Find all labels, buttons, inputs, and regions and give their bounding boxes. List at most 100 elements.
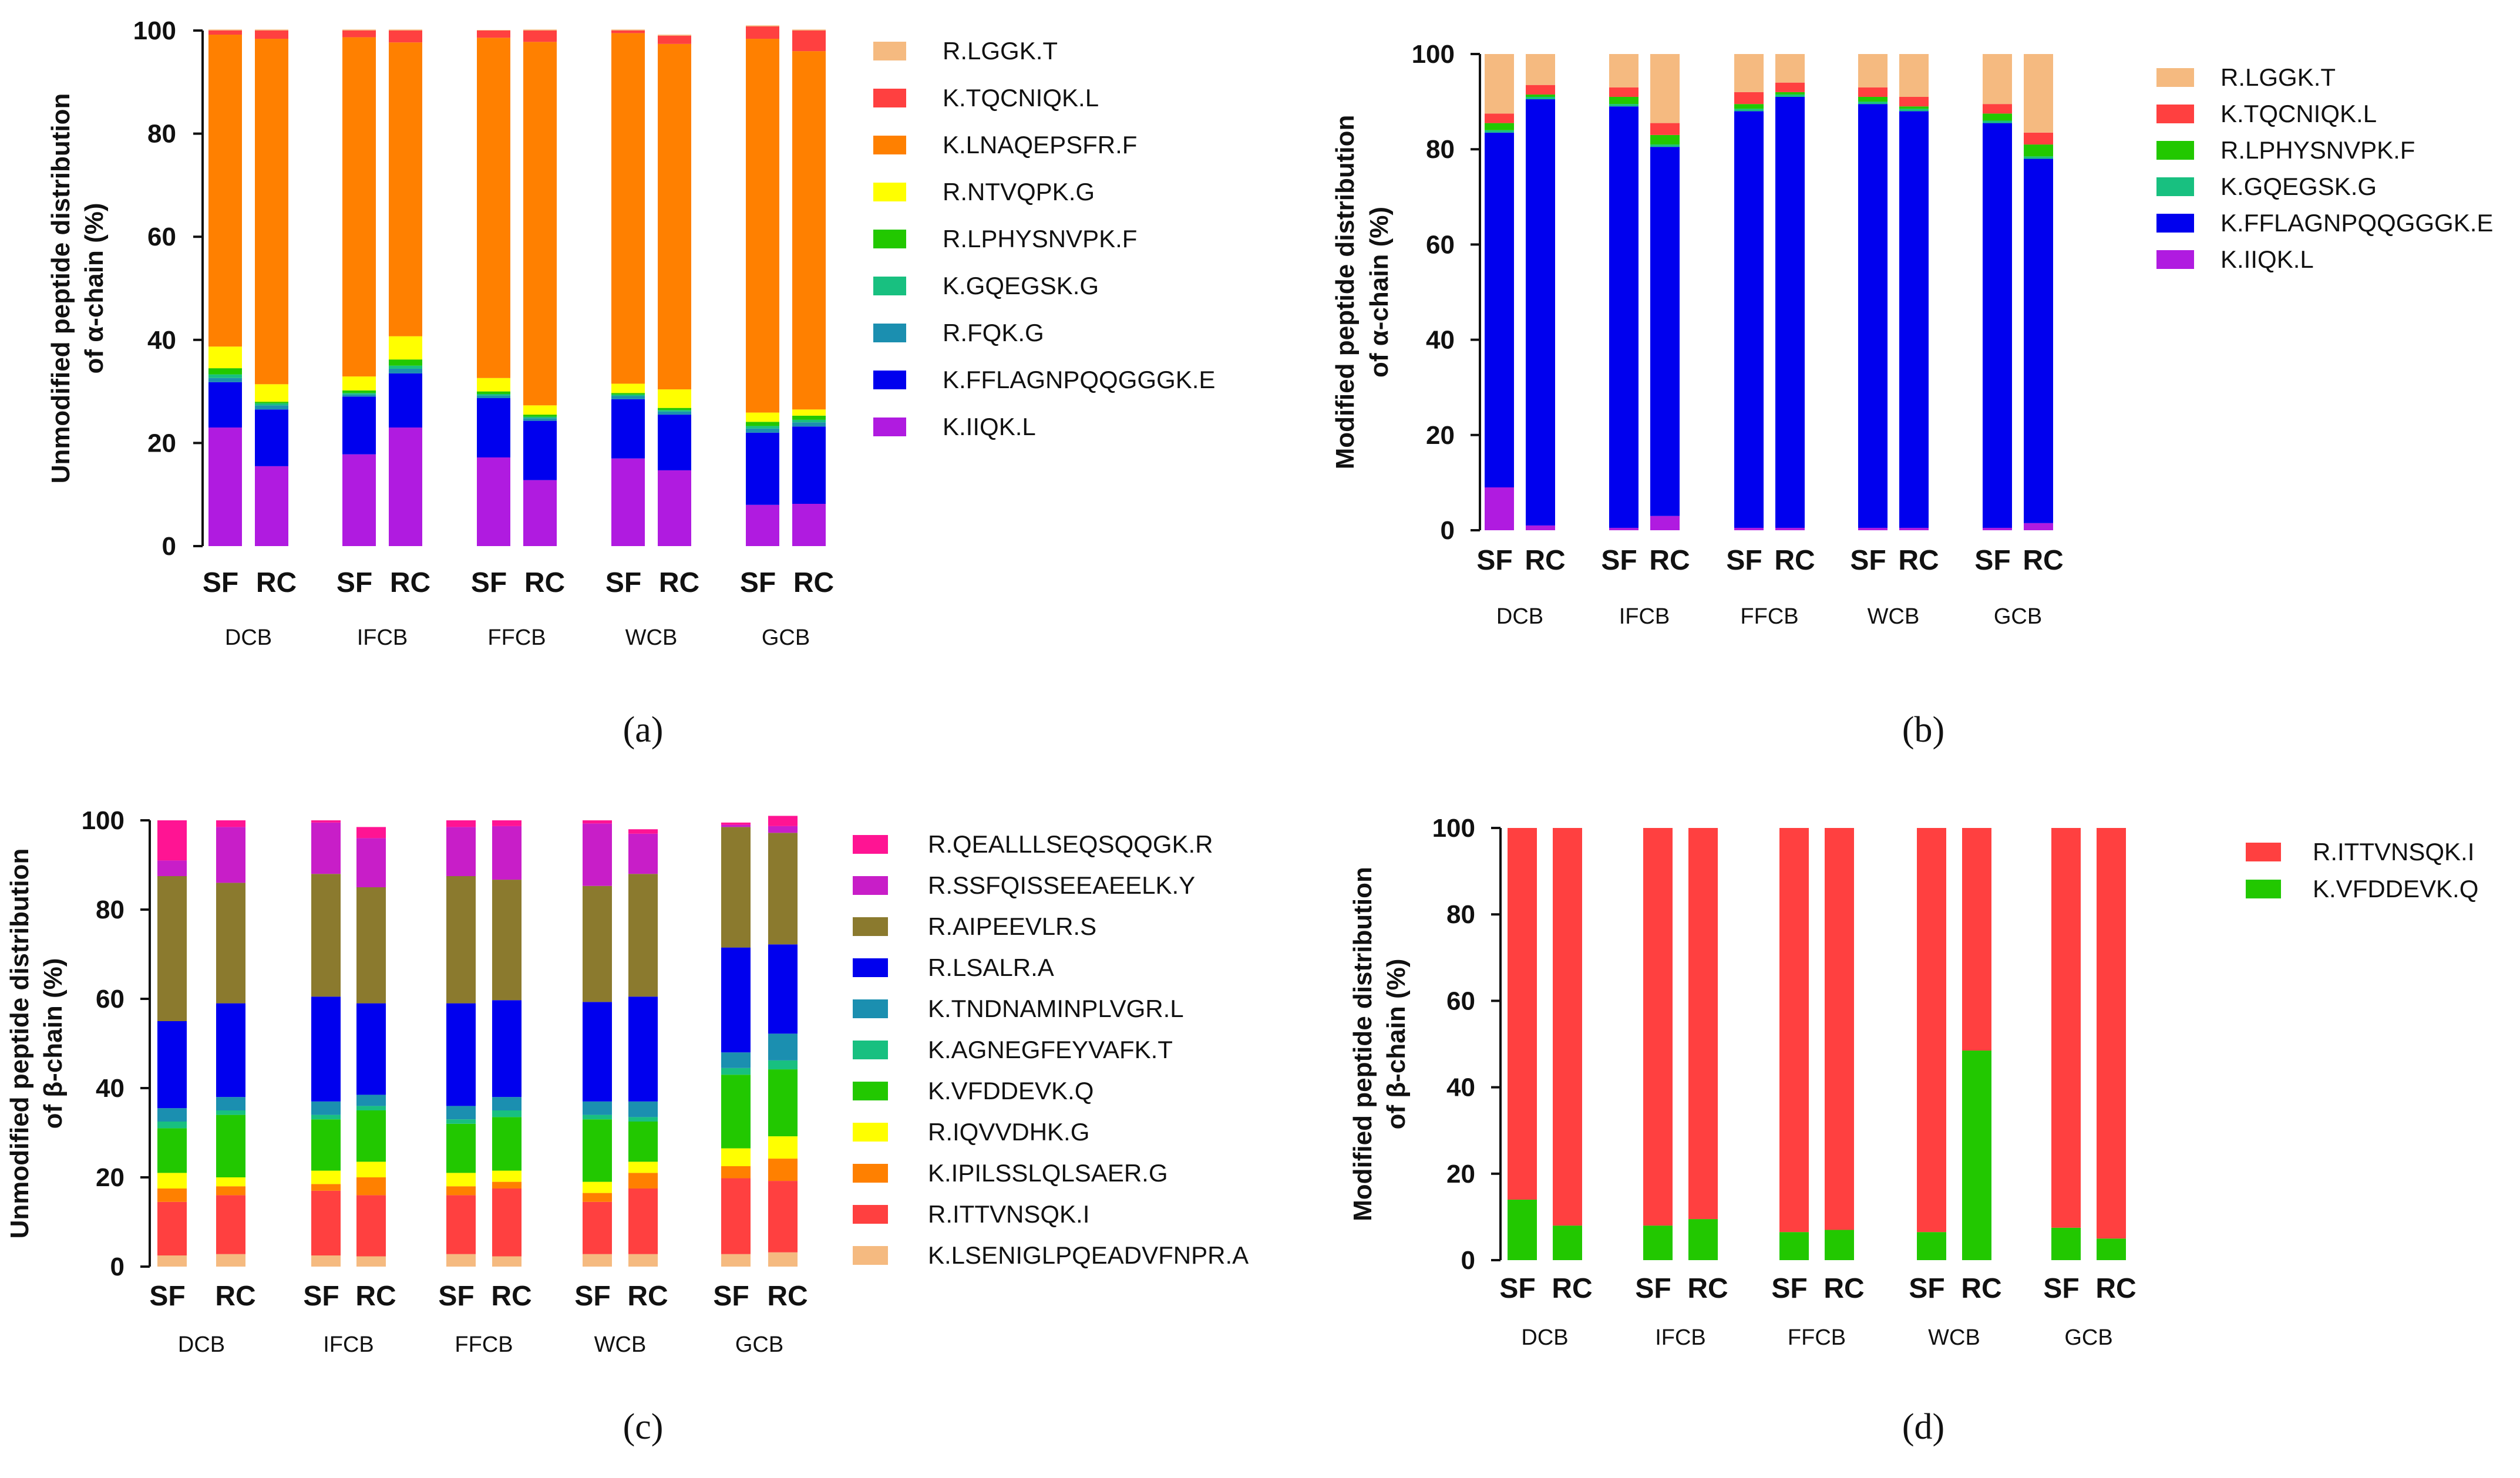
bar-segment bbox=[255, 29, 288, 31]
legend-swatch bbox=[873, 230, 906, 248]
bar-segment bbox=[356, 827, 386, 839]
bar-category-label: SF bbox=[149, 1281, 185, 1312]
bar-segment bbox=[311, 1119, 341, 1171]
bar-segment bbox=[389, 365, 422, 369]
y-tick-label: 60 bbox=[1446, 987, 1475, 1015]
bar-segment bbox=[208, 427, 242, 546]
bar-segment bbox=[768, 1159, 798, 1181]
bar-segment bbox=[216, 1195, 245, 1254]
bar-segment bbox=[356, 887, 386, 1004]
bar-segment bbox=[1858, 96, 1888, 102]
group-label: DCB bbox=[225, 625, 272, 650]
group-label: FFCB bbox=[455, 1332, 513, 1357]
bar-segment bbox=[216, 1186, 245, 1196]
bar-segment bbox=[583, 820, 612, 824]
y-axis-label: Modified peptide distribution bbox=[1348, 867, 1377, 1221]
bar-segment bbox=[611, 396, 645, 399]
bar-segment bbox=[1899, 106, 1929, 109]
bar-segment bbox=[658, 410, 691, 412]
bar-segment bbox=[721, 1075, 751, 1149]
y-axis-label: Unmodified peptide distribution bbox=[46, 93, 75, 484]
bar-category-label: SF bbox=[1974, 545, 2010, 576]
bar-segment bbox=[2097, 828, 2126, 1239]
bar-segment bbox=[2024, 156, 2053, 159]
bar-segment bbox=[1526, 99, 1555, 526]
bar-segment bbox=[746, 426, 779, 429]
bar-segment bbox=[721, 822, 751, 825]
bar-category-label: SF bbox=[1726, 545, 1762, 576]
bar-segment bbox=[721, 1052, 751, 1068]
bar-segment bbox=[523, 42, 557, 406]
legend-swatch bbox=[2156, 214, 2194, 233]
bar-segment bbox=[1609, 54, 1638, 87]
y-axis-label: of α-chain (%) bbox=[80, 203, 109, 373]
bar-segment bbox=[746, 412, 779, 422]
legend-label: R.ITTVNSQK.I bbox=[928, 1200, 1089, 1228]
bar-segment bbox=[721, 1148, 751, 1166]
y-axis-label: Modified peptide distribution bbox=[1331, 115, 1360, 470]
legend-label: R.LPHYSNVPK.F bbox=[943, 225, 1137, 252]
bar-segment bbox=[356, 1106, 386, 1110]
bar-category-label: RC bbox=[1961, 1273, 2001, 1304]
panel-b: 0 20 40 60 80 100 Modified peptide distributio… bbox=[1331, 40, 2493, 750]
bar-segment bbox=[1779, 1232, 1809, 1260]
bar-segment bbox=[658, 35, 691, 44]
legend-label: R.LSALR.A bbox=[928, 954, 1054, 981]
bar-segment bbox=[1775, 527, 1805, 530]
bar-segment bbox=[492, 1189, 522, 1257]
bar-segment bbox=[628, 1161, 658, 1173]
bar-segment bbox=[477, 457, 510, 546]
bar-segment bbox=[356, 1003, 386, 1095]
bar-segment bbox=[477, 395, 510, 399]
legend-swatch bbox=[853, 1164, 888, 1183]
bar-segment bbox=[792, 409, 826, 416]
bar-segment bbox=[157, 1108, 187, 1122]
bar-segment bbox=[1779, 828, 1809, 1233]
bar-segment bbox=[255, 405, 288, 410]
bar-segment bbox=[446, 876, 476, 1004]
bar-segment bbox=[157, 860, 187, 876]
bar-segment bbox=[1609, 106, 1638, 528]
group-label: WCB bbox=[1868, 604, 1920, 629]
bar-segment bbox=[628, 1117, 658, 1122]
panel-label: (b) bbox=[1902, 710, 1944, 750]
y-tick-label: 20 bbox=[1426, 421, 1455, 450]
bar-category-label: SF bbox=[2043, 1273, 2079, 1304]
legend-swatch bbox=[873, 42, 906, 60]
bar-category-label: RC bbox=[355, 1281, 396, 1312]
y-tick-label: 100 bbox=[82, 806, 125, 835]
bar-segment bbox=[477, 31, 510, 38]
bar-segment bbox=[492, 1256, 522, 1267]
bar-segment bbox=[1858, 102, 1888, 105]
bar-segment bbox=[583, 1254, 612, 1267]
bar-segment bbox=[157, 1021, 187, 1109]
bar-segment bbox=[216, 1003, 245, 1097]
bar-category-label: SF bbox=[337, 567, 372, 598]
bar-category-label: SF bbox=[1601, 545, 1637, 576]
bar-segment bbox=[768, 1136, 798, 1159]
bar-category-label: RC bbox=[2095, 1273, 2136, 1304]
bar-segment bbox=[477, 398, 510, 457]
bar-segment bbox=[768, 1181, 798, 1253]
y-tick-label: 0 bbox=[110, 1253, 125, 1281]
bar-segment bbox=[768, 816, 798, 826]
bar-segment bbox=[768, 1069, 798, 1137]
bar-segment bbox=[342, 396, 376, 454]
bar-segment bbox=[583, 823, 612, 886]
bar-segment bbox=[658, 35, 691, 36]
legend-swatch bbox=[853, 876, 888, 895]
bar-segment bbox=[2051, 828, 2081, 1228]
bar-segment bbox=[628, 996, 658, 1102]
bar-segment bbox=[1917, 1232, 1946, 1260]
panel-label: (c) bbox=[623, 1407, 664, 1447]
legend-swatch bbox=[873, 371, 906, 389]
bar-segment bbox=[1650, 123, 1680, 135]
bar-segment bbox=[792, 422, 826, 427]
bar-segment bbox=[583, 886, 612, 1002]
bar-segment bbox=[446, 827, 476, 876]
bar-segment bbox=[208, 346, 242, 369]
bar-segment bbox=[446, 1003, 476, 1106]
bar-segment bbox=[658, 415, 691, 470]
legend-label: R.QEALLLSEQSQQGK.R bbox=[928, 830, 1213, 858]
